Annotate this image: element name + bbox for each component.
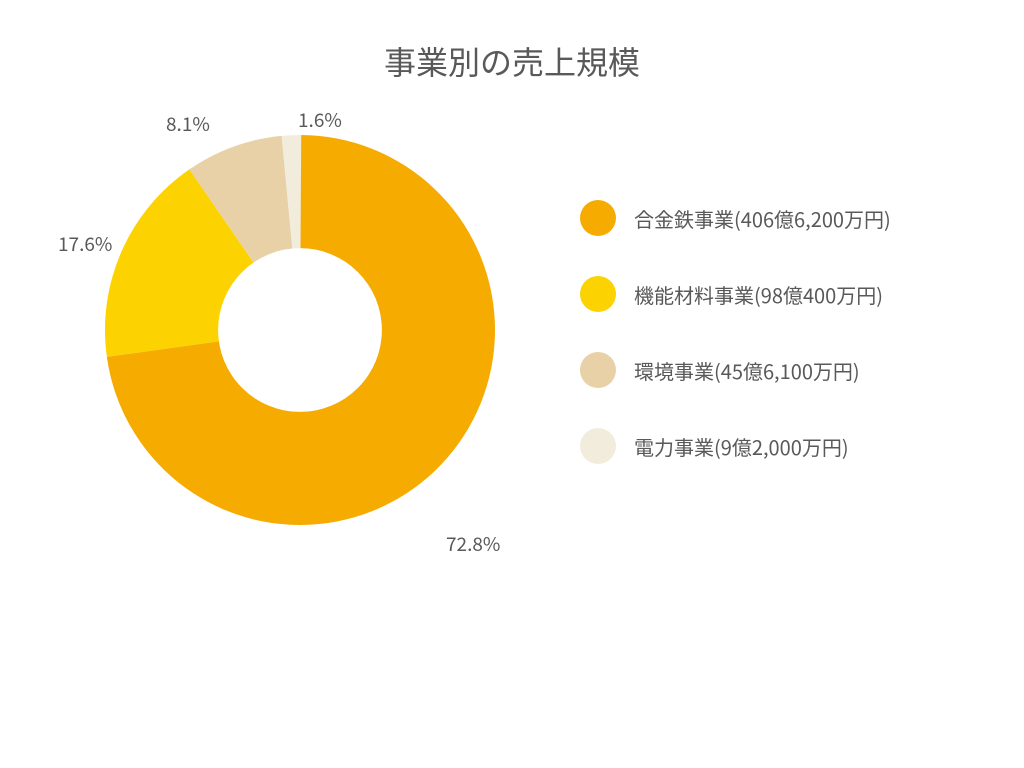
donut-chart: 72.8%17.6%8.1%1.6% [100, 130, 500, 530]
legend-label: 合金鉄事業(406億6,200万円) [634, 204, 891, 233]
legend-label: 環境事業(45億6,100万円) [634, 356, 860, 385]
legend-item: 電力事業(9億2,000万円) [580, 428, 891, 464]
legend-label: 機能材料事業(98億400万円) [634, 280, 883, 309]
chart-title: 事業別の売上規模 [0, 0, 1024, 84]
slice-percent-label: 17.6% [58, 230, 112, 257]
legend-swatch [580, 200, 616, 236]
legend-swatch [580, 276, 616, 312]
donut-svg [100, 130, 500, 530]
slice-percent-label: 1.6% [298, 106, 342, 133]
legend-item: 機能材料事業(98億400万円) [580, 276, 891, 312]
slice-percent-label: 72.8% [446, 530, 500, 557]
slice-percent-label: 8.1% [166, 110, 210, 137]
legend-item: 合金鉄事業(406億6,200万円) [580, 200, 891, 236]
legend-swatch [580, 428, 616, 464]
legend-label: 電力事業(9億2,000万円) [634, 432, 849, 461]
legend-item: 環境事業(45億6,100万円) [580, 352, 891, 388]
legend: 合金鉄事業(406億6,200万円) 機能材料事業(98億400万円) 環境事業(4… [580, 200, 891, 464]
donut-hole [218, 248, 382, 412]
legend-swatch [580, 352, 616, 388]
